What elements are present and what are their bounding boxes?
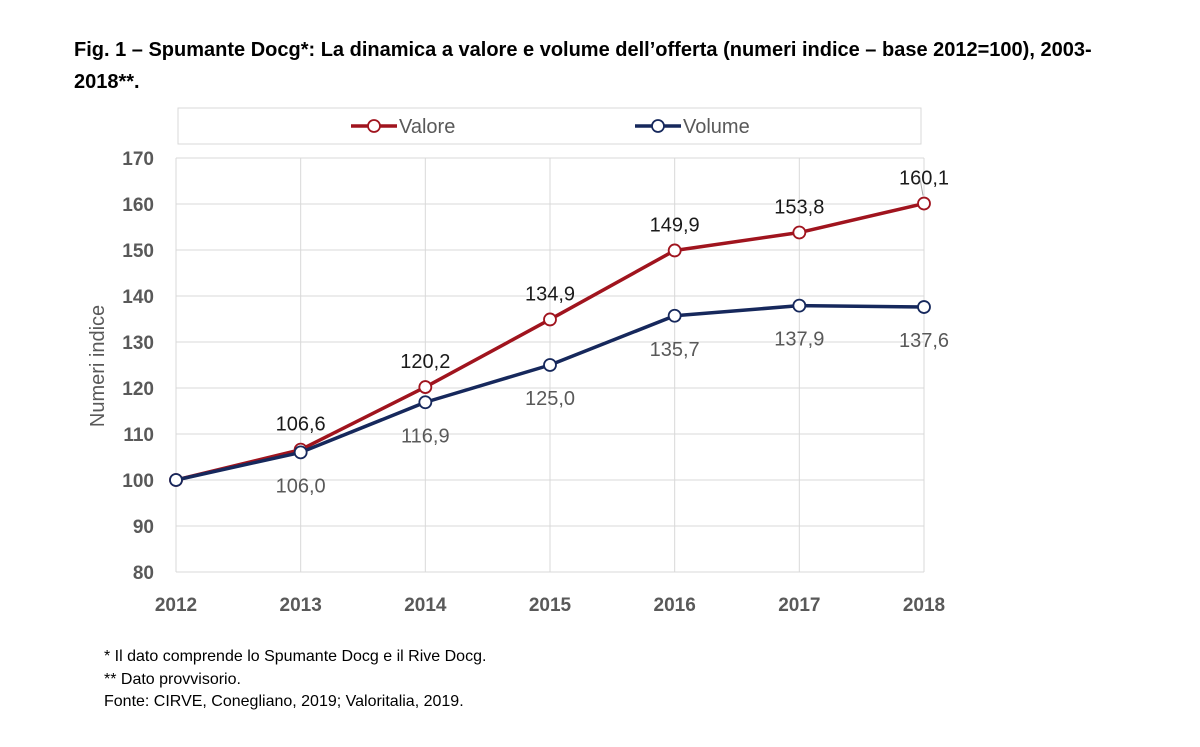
point-valore <box>418 380 433 394</box>
point-volume <box>418 395 433 410</box>
point-volume <box>543 358 557 372</box>
x-tick-label: 2012 <box>155 595 197 616</box>
x-tick-label: 2016 <box>654 595 696 616</box>
point-volume <box>917 300 931 314</box>
y-tick-label: 110 <box>123 425 154 446</box>
y-axis-ticks: 80 90 100 110 120 130 140 150 160 170 <box>122 149 154 584</box>
x-tick-label: 2017 <box>778 595 820 616</box>
data-label-valore: 106,6 <box>276 414 326 436</box>
x-axis-ticks: 2012 2013 2014 2015 2016 2017 2018 <box>155 595 945 616</box>
footnotes: * Il dato comprende lo Spumante Docg e i… <box>104 646 486 714</box>
data-label-volume: 137,6 <box>899 330 949 352</box>
footnote-2: ** Dato provvisorio. <box>104 670 241 688</box>
footnote-1: * Il dato comprende lo Spumante Docg e i… <box>104 648 487 665</box>
data-label-valore: 160,1 <box>899 168 949 190</box>
data-label-volume: 137,9 <box>774 329 824 351</box>
series-group <box>169 196 931 487</box>
data-label-valore: 120,2 <box>400 351 450 373</box>
data-label-volume: 106,0 <box>276 475 326 497</box>
data-label-valore: 153,8 <box>774 197 824 219</box>
point-volume <box>169 473 183 487</box>
point-valore <box>792 225 807 240</box>
point-valore <box>917 196 931 211</box>
y-tick-label: 90 <box>133 517 154 538</box>
y-tick-label: 140 <box>122 287 154 308</box>
point-valore <box>667 243 682 258</box>
y-tick-label: 130 <box>122 333 154 354</box>
legend: Valore Volume <box>177 107 922 145</box>
grid <box>175 157 925 573</box>
data-label-valore: 134,9 <box>525 283 575 305</box>
point-volume <box>667 308 682 323</box>
y-axis-label: Numeri indice <box>87 305 109 427</box>
point-valore <box>543 312 557 327</box>
legend-marker-volume <box>651 119 665 133</box>
data-labels: 106,6 120,2 134,9 149,9 153,8 160,1 106,0 116,9… <box>276 168 949 498</box>
legend-label-valore: Valore <box>399 116 455 138</box>
footnote-3: Fonte: CIRVE, Conegliano, 2019; Valorita… <box>104 693 464 710</box>
y-tick-label: 170 <box>122 149 154 170</box>
point-volume <box>293 445 308 460</box>
x-tick-label: 2018 <box>903 595 945 616</box>
leader-line <box>919 178 924 196</box>
y-tick-label: 150 <box>122 241 154 262</box>
y-tick-label: 100 <box>122 471 154 492</box>
y-tick-label: 80 <box>133 563 154 584</box>
y-tick-label: 160 <box>122 195 154 216</box>
x-tick-label: 2013 <box>280 595 322 616</box>
y-tick-label: 120 <box>122 379 154 400</box>
data-label-volume: 135,7 <box>650 339 700 361</box>
data-label-valore: 149,9 <box>650 214 700 236</box>
point-volume <box>792 298 807 313</box>
x-tick-label: 2015 <box>529 595 572 616</box>
data-label-volume: 125,0 <box>525 388 575 410</box>
data-label-volume: 116,9 <box>401 425 450 447</box>
x-tick-label: 2014 <box>404 595 447 616</box>
legend-marker-valore <box>367 119 381 133</box>
figure-title: Fig. 1 – Spumante Docg*: La dinamica a v… <box>74 39 1092 93</box>
legend-label-volume: Volume <box>683 116 750 138</box>
